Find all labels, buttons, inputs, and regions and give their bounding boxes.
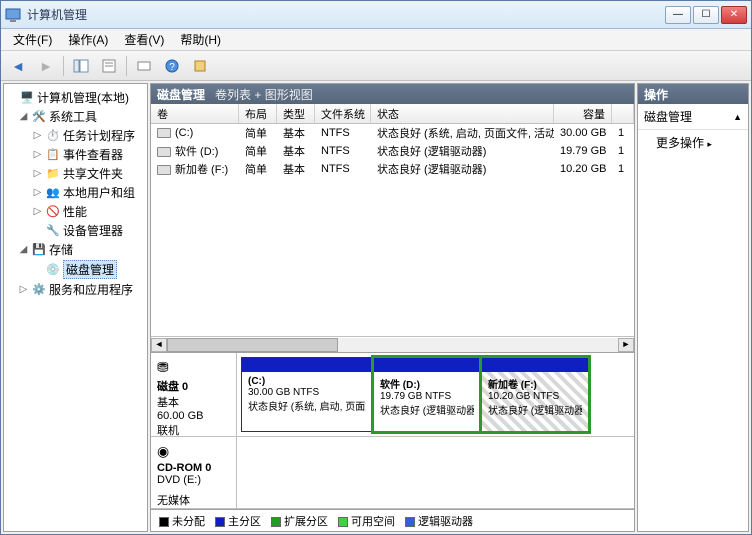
cdrom-title: CD-ROM 0 — [157, 462, 230, 474]
cdrom-state: 无媒体 — [157, 492, 230, 508]
app-icon — [5, 7, 21, 23]
nav-tree[interactable]: 🖥️计算机管理(本地) ◢🛠️系统工具 ▷⏱️任务计划程序 ▷📋事件查看器 ▷📁… — [3, 83, 148, 532]
show-hide-button[interactable] — [70, 55, 92, 77]
tree-performance[interactable]: ▷🚫性能 — [4, 202, 147, 221]
disk-size: 60.00 GB — [157, 410, 230, 422]
disk-state: 联机 — [157, 422, 230, 438]
svg-text:?: ? — [169, 62, 175, 73]
legend-free: 可用空间 — [338, 513, 395, 529]
horizontal-scrollbar[interactable]: ◄ ► — [151, 336, 634, 352]
tree-root[interactable]: 🖥️计算机管理(本地) — [4, 88, 147, 107]
main-area: 🖥️计算机管理(本地) ◢🛠️系统工具 ▷⏱️任务计划程序 ▷📋事件查看器 ▷📁… — [1, 81, 751, 534]
tree-local-users[interactable]: ▷👥本地用户和组 — [4, 183, 147, 202]
col-status[interactable]: 状态 — [371, 104, 554, 123]
tree-event-viewer[interactable]: ▷📋事件查看器 — [4, 145, 147, 164]
partition[interactable]: 新加卷 (F:)10.20 GB NTFS状态良好 (逻辑驱动器) — [481, 357, 589, 432]
tree-system-tools[interactable]: ◢🛠️系统工具 — [4, 107, 147, 126]
back-button[interactable]: ◄ — [7, 55, 29, 77]
disk-type: 基本 — [157, 394, 230, 410]
action-group-disk-management[interactable]: 磁盘管理▲ — [638, 104, 748, 130]
table-row[interactable]: 软件 (D:)简单基本NTFS状态良好 (逻辑驱动器)19.79 GB1 — [151, 142, 634, 160]
tree-storage[interactable]: ◢💾存储 — [4, 240, 147, 259]
volume-list[interactable]: 卷 布局 类型 文件系统 状态 容量 (C:)简单基本NTFS状态良好 (系统,… — [151, 104, 634, 336]
col-capacity[interactable]: 容量 — [554, 104, 612, 123]
cdrom-empty — [237, 437, 634, 508]
menu-bar: 文件(F) 操作(A) 查看(V) 帮助(H) — [1, 29, 751, 51]
help-button[interactable]: ? — [161, 55, 183, 77]
col-type[interactable]: 类型 — [277, 104, 315, 123]
col-filesystem[interactable]: 文件系统 — [315, 104, 371, 123]
legend-unallocated: 未分配 — [159, 513, 205, 529]
window-title: 计算机管理 — [27, 6, 665, 23]
actions-header: 操作 — [638, 84, 748, 104]
action-more[interactable]: 更多操作 ▸ — [638, 130, 748, 155]
tree-services-apps[interactable]: ▷⚙️服务和应用程序 — [4, 280, 147, 299]
tree-disk-management[interactable]: 💿磁盘管理 — [4, 259, 147, 280]
disk-title: 磁盘 0 — [157, 378, 230, 394]
menu-action[interactable]: 操作(A) — [60, 29, 116, 50]
col-layout[interactable]: 布局 — [239, 104, 277, 123]
close-button[interactable]: ✕ — [721, 6, 747, 24]
center-title: 磁盘管理 — [157, 86, 205, 103]
legend-logical: 逻辑驱动器 — [405, 513, 473, 529]
tree-device-manager[interactable]: 🔧设备管理器 — [4, 221, 147, 240]
legend-extended: 扩展分区 — [271, 513, 328, 529]
cdrom-header[interactable]: ◉ CD-ROM 0 DVD (E:) 无媒体 — [151, 437, 237, 508]
legend: 未分配 主分区 扩展分区 可用空间 逻辑驱动器 — [151, 509, 634, 531]
cdrom-sub: DVD (E:) — [157, 474, 230, 486]
disk-map: ⛃ 磁盘 0 基本 60.00 GB 联机 (C:)30.00 GB NTFS状… — [151, 352, 634, 509]
partition[interactable]: 软件 (D:)19.79 GB NTFS状态良好 (逻辑驱动器) — [373, 357, 481, 432]
center-pane: 磁盘管理 卷列表 + 图形视图 卷 布局 类型 文件系统 状态 容量 (C:)简… — [150, 83, 635, 532]
tree-shared-folders[interactable]: ▷📁共享文件夹 — [4, 164, 147, 183]
forward-button[interactable]: ► — [35, 55, 57, 77]
center-subtitle: 卷列表 + 图形视图 — [215, 86, 313, 103]
table-row[interactable]: 新加卷 (F:)简单基本NTFS状态良好 (逻辑驱动器)10.20 GB1 — [151, 160, 634, 178]
menu-help[interactable]: 帮助(H) — [172, 29, 229, 50]
table-header: 卷 布局 类型 文件系统 状态 容量 — [151, 104, 634, 124]
cdrom-row: ◉ CD-ROM 0 DVD (E:) 无媒体 — [151, 437, 634, 509]
toolbar: ◄ ► ? — [1, 51, 751, 81]
minimize-button[interactable]: — — [665, 6, 691, 24]
refresh-button[interactable] — [133, 55, 155, 77]
col-free[interactable] — [612, 104, 634, 123]
disk-icon: ⛃ — [157, 359, 230, 376]
toolbar-separator — [63, 56, 64, 76]
actions-pane: 操作 磁盘管理▲ 更多操作 ▸ — [637, 83, 749, 532]
partitions: (C:)30.00 GB NTFS状态良好 (系统, 启动, 页面文软件 (D:… — [237, 353, 634, 436]
tree-task-scheduler[interactable]: ▷⏱️任务计划程序 — [4, 126, 147, 145]
app-window: 计算机管理 — ☐ ✕ 文件(F) 操作(A) 查看(V) 帮助(H) ◄ ► … — [0, 0, 752, 535]
menu-view[interactable]: 查看(V) — [116, 29, 172, 50]
table-row[interactable]: (C:)简单基本NTFS状态良好 (系统, 启动, 页面文件, 活动, 故障转储… — [151, 124, 634, 142]
toolbar-separator — [126, 56, 127, 76]
col-volume[interactable]: 卷 — [151, 104, 239, 123]
maximize-button[interactable]: ☐ — [693, 6, 719, 24]
partition[interactable]: (C:)30.00 GB NTFS状态良好 (系统, 启动, 页面文 — [241, 357, 373, 432]
settings-button[interactable] — [189, 55, 211, 77]
center-header: 磁盘管理 卷列表 + 图形视图 — [151, 84, 634, 104]
title-bar: 计算机管理 — ☐ ✕ — [1, 1, 751, 29]
disk-0-header[interactable]: ⛃ 磁盘 0 基本 60.00 GB 联机 — [151, 353, 237, 436]
menu-file[interactable]: 文件(F) — [5, 29, 60, 50]
disk-0-row: ⛃ 磁盘 0 基本 60.00 GB 联机 (C:)30.00 GB NTFS状… — [151, 353, 634, 437]
properties-button[interactable] — [98, 55, 120, 77]
legend-primary: 主分区 — [215, 513, 261, 529]
cdrom-icon: ◉ — [157, 443, 230, 460]
